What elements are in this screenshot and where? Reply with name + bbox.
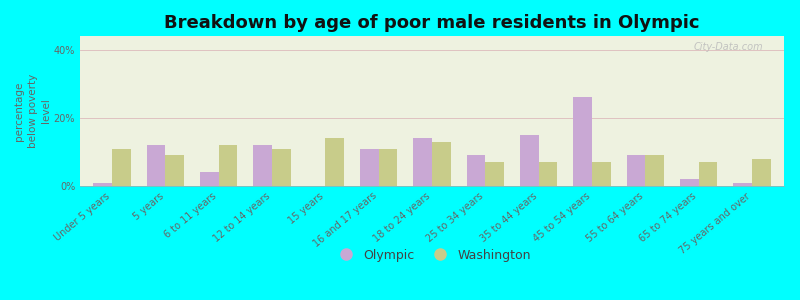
Bar — [378, 148, 398, 186]
Bar — [326, 138, 344, 186]
Bar — [646, 155, 664, 186]
Bar — [574, 98, 592, 186]
Bar — [592, 162, 610, 186]
Bar — [752, 159, 770, 186]
Bar — [486, 162, 504, 186]
Bar — [94, 183, 112, 186]
Bar — [218, 145, 238, 186]
Bar — [698, 162, 718, 186]
Bar — [360, 148, 378, 186]
Bar — [432, 142, 450, 186]
Bar — [414, 138, 432, 186]
Bar — [520, 135, 538, 186]
Bar — [734, 183, 752, 186]
Bar — [200, 172, 218, 186]
Bar — [626, 155, 646, 186]
Legend: Olympic, Washington: Olympic, Washington — [328, 244, 536, 267]
Bar — [146, 145, 166, 186]
Bar — [272, 148, 290, 186]
Bar — [466, 155, 486, 186]
Bar — [538, 162, 558, 186]
Bar — [254, 145, 272, 186]
Bar — [680, 179, 698, 186]
Text: City-Data.com: City-Data.com — [694, 42, 763, 52]
Y-axis label: percentage
below poverty
level: percentage below poverty level — [14, 74, 51, 148]
Bar — [112, 148, 130, 186]
Title: Breakdown by age of poor male residents in Olympic: Breakdown by age of poor male residents … — [164, 14, 700, 32]
Bar — [166, 155, 184, 186]
